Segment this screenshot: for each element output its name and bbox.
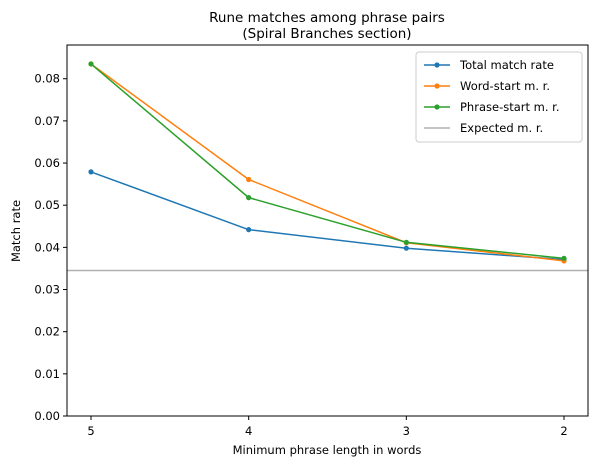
y-tick-label: 0.07 (34, 114, 60, 128)
y-tick-label: 0.04 (34, 240, 60, 254)
data-point (88, 61, 94, 67)
data-point (403, 239, 409, 245)
legend-label: Word-start m. r. (460, 79, 550, 93)
data-point (246, 227, 252, 233)
series-line-2 (90, 63, 565, 260)
chart-subtitle: (Spiral Branches section) (242, 26, 411, 42)
data-point (561, 255, 567, 261)
data-point (246, 195, 252, 201)
y-tick-label: 0.05 (34, 198, 60, 212)
legend-label: Phrase-start m. r. (460, 100, 560, 114)
x-tick-label: 3 (403, 424, 410, 438)
data-point (88, 169, 94, 175)
plot-area: 0.00 0.01 0.02 0.03 0.04 0.05 0.06 0.07 0.08 5 4 3 2 (34, 44, 589, 438)
legend-marker (434, 83, 440, 89)
y-tick-label: 0.06 (34, 156, 60, 170)
series-line-1 (90, 63, 565, 262)
legend: Total match rate Word-start m. r. Phrase-s… (415, 51, 583, 143)
legend-marker (434, 104, 440, 110)
series-line-0 (90, 171, 565, 261)
chart-title: Rune matches among phrase pairs (209, 10, 445, 26)
y-tick-label: 0.02 (34, 325, 60, 339)
y-tick-label: 0.01 (34, 367, 60, 381)
x-tick-label: 4 (245, 424, 252, 438)
legend-marker (434, 62, 440, 68)
y-tick-label: 0.08 (34, 72, 60, 86)
legend-label: Expected m. r. (460, 121, 543, 135)
y-tick-label: 0.03 (34, 283, 60, 297)
axes-frame (66, 44, 589, 417)
data-point (246, 176, 252, 183)
x-tick-label: 5 (87, 424, 94, 438)
x-tick-label: 2 (560, 424, 567, 438)
data-point (403, 245, 409, 251)
legend-label: Total match rate (459, 58, 554, 72)
x-axis-label: Minimum phrase length in words (233, 443, 422, 457)
legend-box (415, 51, 583, 143)
y-axis-label: Match rate (9, 200, 23, 262)
y-tick-label: 0.00 (34, 409, 60, 423)
